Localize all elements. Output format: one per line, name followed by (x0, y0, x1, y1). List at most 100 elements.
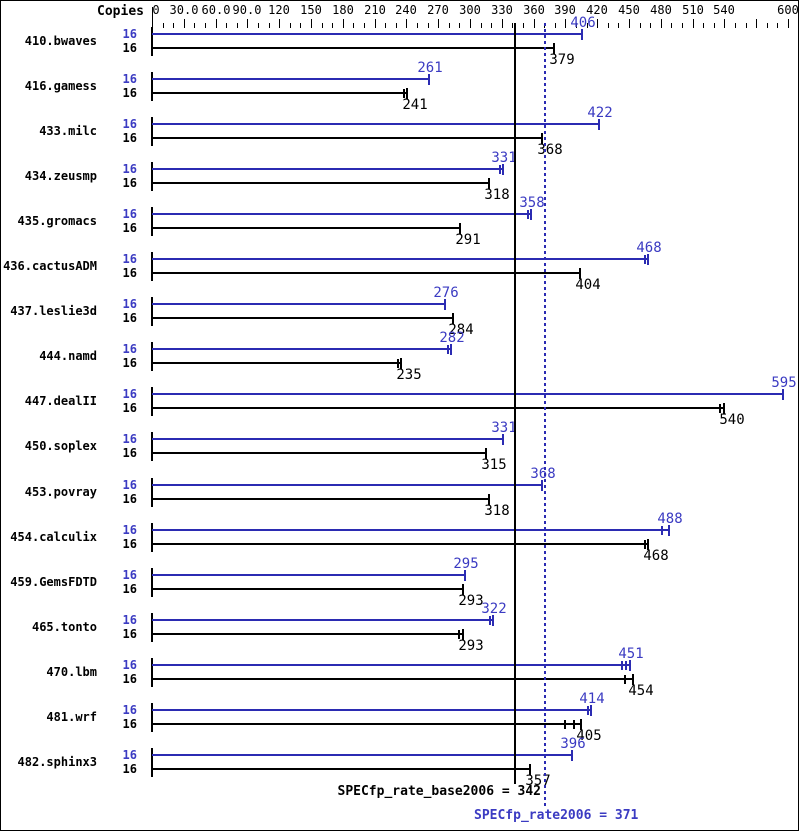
peak-bar (152, 438, 503, 440)
benchmark-name: 465.tonto (31, 620, 97, 634)
base-value-label: 235 (396, 367, 422, 383)
base-bar-end-tick (459, 223, 461, 234)
peak-bar (152, 393, 783, 395)
axis-minor-tick (671, 23, 672, 28)
peak-run-mark (587, 706, 589, 715)
peak-mean-line (544, 23, 546, 808)
axis-major-tick (184, 19, 185, 28)
base-mean-label: SPECfp_rate_base2006 = 342 (337, 784, 542, 799)
axis-minor-tick (396, 23, 397, 28)
group-axis-spine (151, 72, 153, 101)
copies-value-peak: 16 (122, 207, 137, 221)
axis-tick-label: 540 (713, 3, 735, 17)
base-bar-end-tick (553, 43, 555, 54)
peak-value-label: 282 (439, 330, 465, 346)
peak-run-mark (661, 526, 663, 535)
axis-minor-tick (608, 23, 609, 28)
copies-value-base: 16 (122, 266, 137, 280)
base-run-mark (458, 630, 460, 639)
benchmark-name: 481.wrf (46, 710, 97, 724)
benchmark-name: 434.zeusmp (24, 169, 97, 183)
axis-minor-tick (449, 23, 450, 28)
axis-tick-label: 600 (777, 3, 799, 17)
base-bar-end-tick (400, 358, 402, 369)
peak-bar (152, 574, 465, 576)
benchmark-name: 470.lbm (46, 665, 97, 679)
axis-minor-tick (640, 23, 641, 28)
peak-bar-end-tick (647, 254, 649, 265)
base-value-label: 291 (455, 232, 481, 248)
axis-minor-tick (459, 23, 460, 28)
base-value-label: 241 (402, 97, 428, 113)
copies-value-peak: 16 (122, 432, 137, 446)
axis-tick-label: 270 (427, 3, 449, 17)
base-run-mark (719, 404, 721, 413)
copies-value-peak: 16 (122, 523, 137, 537)
axis-minor-tick (491, 23, 492, 28)
peak-run-mark (489, 616, 491, 625)
copies-value-peak: 16 (122, 703, 137, 717)
base-run-mark (573, 720, 575, 729)
base-bar (152, 543, 648, 545)
base-bar-end-tick (647, 539, 649, 550)
axis-minor-tick (735, 23, 736, 28)
axis-minor-tick (417, 23, 418, 28)
base-bar (152, 452, 486, 454)
axis-tick-label: 0 (152, 3, 160, 17)
copies-value-peak: 16 (122, 297, 137, 311)
peak-bar-end-tick (629, 660, 631, 671)
peak-bar-end-tick (571, 750, 573, 761)
axis-minor-tick (481, 23, 482, 28)
peak-bar (152, 348, 451, 350)
group-axis-spine (151, 252, 153, 281)
peak-value-label: 358 (519, 195, 545, 211)
axis-major-tick (438, 19, 439, 28)
copies-value-base: 16 (122, 311, 137, 325)
peak-bar-end-tick (541, 480, 543, 491)
peak-run-mark (499, 165, 501, 174)
benchmark-name: 447.dealII (24, 394, 97, 408)
axis-minor-tick (194, 23, 195, 28)
base-bar (152, 678, 633, 680)
benchmark-name: 459.GemsFDTD (10, 575, 97, 589)
peak-mean-label: SPECfp_rate2006 = 371 (474, 808, 639, 823)
group-axis-spine (151, 297, 153, 326)
axis-tick-label: 150 (300, 3, 322, 17)
base-value-label: 379 (549, 52, 575, 68)
group-axis-spine (151, 523, 153, 552)
axis-minor-tick (237, 23, 238, 28)
base-bar (152, 588, 463, 590)
axis-minor-tick (587, 23, 588, 28)
axis-minor-tick (512, 23, 513, 28)
axis-major-tick (375, 19, 376, 28)
axis-minor-tick (746, 23, 747, 28)
copies-value-base: 16 (122, 86, 137, 100)
axis-tick-label: 210 (364, 3, 386, 17)
peak-value-label: 414 (579, 691, 605, 707)
axis-major-tick (534, 19, 535, 28)
axis-minor-tick (163, 23, 164, 28)
benchmark-name: 454.calculix (10, 530, 97, 544)
peak-value-label: 331 (491, 150, 517, 166)
base-bar (152, 407, 724, 409)
axis-major-tick (788, 19, 789, 28)
base-run-mark (403, 89, 405, 98)
peak-bar (152, 664, 630, 666)
axis-major-tick (470, 19, 471, 28)
peak-value-label: 422 (587, 105, 613, 121)
base-bar-end-tick (541, 133, 543, 144)
peak-bar (152, 619, 493, 621)
peak-value-label: 261 (417, 60, 443, 76)
base-value-label: 540 (719, 412, 745, 428)
base-value-label: 318 (484, 187, 510, 203)
axis-tick-label: 480 (650, 3, 672, 17)
base-bar (152, 723, 581, 725)
peak-bar-end-tick (502, 434, 504, 445)
axis-minor-tick (777, 23, 778, 28)
axis-major-tick (597, 19, 598, 28)
group-axis-spine (151, 432, 153, 461)
copies-value-base: 16 (122, 672, 137, 686)
copies-value-base: 16 (122, 356, 137, 370)
benchmark-name: 444.namd (39, 349, 97, 363)
axis-major-tick (216, 19, 217, 28)
